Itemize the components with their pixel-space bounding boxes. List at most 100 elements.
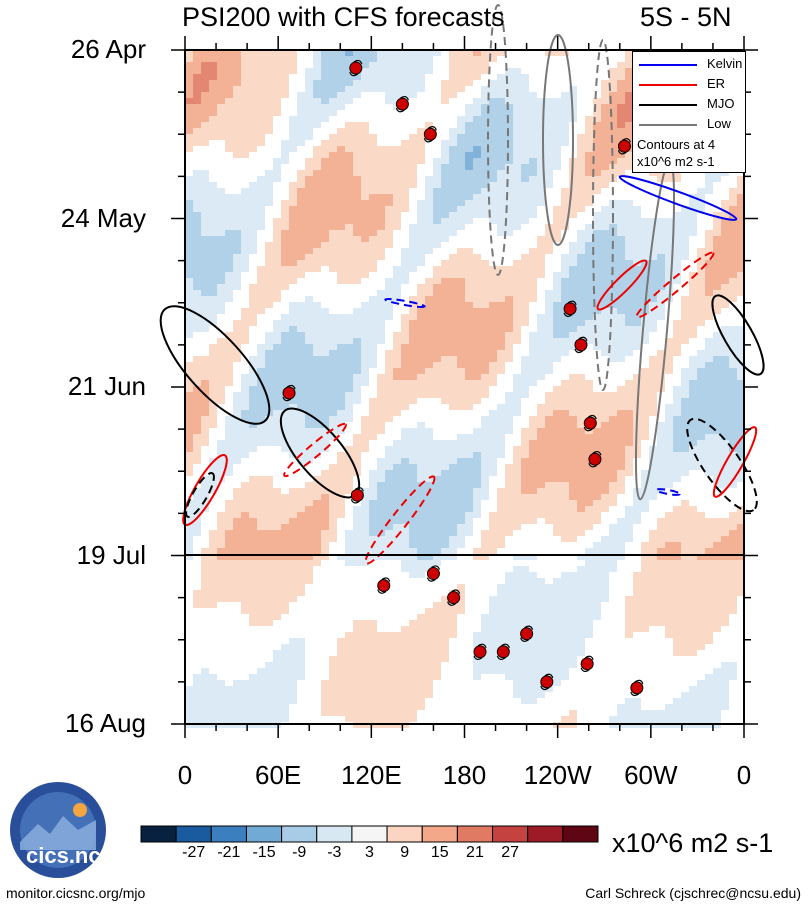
field-cell xyxy=(553,434,561,440)
field-cell xyxy=(449,50,457,56)
field-cell xyxy=(601,458,609,464)
field-cell xyxy=(561,200,569,206)
field-cell xyxy=(425,548,433,554)
field-cell xyxy=(593,314,601,320)
field-cell xyxy=(409,626,417,632)
field-cell xyxy=(297,344,305,350)
field-cell xyxy=(393,410,401,416)
field-cell xyxy=(721,356,729,362)
field-cell xyxy=(233,566,241,572)
field-cell xyxy=(353,440,361,446)
field-cell xyxy=(297,506,305,512)
field-cell xyxy=(249,392,257,398)
field-cell xyxy=(529,578,537,584)
field-cell xyxy=(313,530,321,536)
field-cell xyxy=(513,158,521,164)
field-cell xyxy=(729,566,737,572)
field-cell xyxy=(201,584,209,590)
field-cell xyxy=(281,86,289,92)
field-cell xyxy=(417,236,425,242)
field-cell xyxy=(537,164,545,170)
field-cell xyxy=(633,236,641,242)
field-cell xyxy=(713,608,721,614)
field-cell xyxy=(465,170,473,176)
field-cell xyxy=(425,284,433,290)
field-cell xyxy=(609,272,617,278)
field-cell xyxy=(721,554,729,560)
field-cell xyxy=(625,62,633,68)
field-cell xyxy=(257,62,265,68)
field-cell xyxy=(329,176,337,182)
field-cell xyxy=(473,272,481,278)
field-cell xyxy=(689,608,697,614)
field-cell xyxy=(201,278,209,284)
field-cell xyxy=(249,620,257,626)
field-cell xyxy=(305,344,313,350)
field-cell xyxy=(353,134,361,140)
field-cell xyxy=(713,560,721,566)
field-cell xyxy=(625,326,633,332)
field-cell xyxy=(441,620,449,626)
field-cell xyxy=(225,224,233,230)
field-cell xyxy=(401,68,409,74)
field-cell xyxy=(601,488,609,494)
field-cell xyxy=(641,548,649,554)
field-cell xyxy=(393,164,401,170)
field-cell xyxy=(281,56,289,62)
field-cell xyxy=(705,458,713,464)
field-cell xyxy=(305,434,313,440)
field-cell xyxy=(617,392,625,398)
field-cell xyxy=(561,140,569,146)
field-cell xyxy=(185,50,193,56)
field-cell xyxy=(433,206,441,212)
field-cell xyxy=(345,152,353,158)
field-cell xyxy=(657,236,665,242)
field-cell xyxy=(281,512,289,518)
field-cell xyxy=(593,146,601,152)
field-cell xyxy=(617,476,625,482)
field-cell xyxy=(369,86,377,92)
field-cell xyxy=(425,320,433,326)
field-cell xyxy=(441,362,449,368)
field-cell xyxy=(393,86,401,92)
field-cell xyxy=(625,392,633,398)
field-cell xyxy=(473,170,481,176)
field-cell xyxy=(609,548,617,554)
field-cell xyxy=(465,368,473,374)
field-cell xyxy=(537,170,545,176)
field-cell xyxy=(225,80,233,86)
field-cell xyxy=(737,530,745,536)
field-cell xyxy=(449,332,457,338)
field-cell xyxy=(737,272,745,278)
field-cell xyxy=(185,188,193,194)
field-cell xyxy=(249,314,257,320)
field-cell xyxy=(489,146,497,152)
field-cell xyxy=(305,332,313,338)
field-cell xyxy=(209,206,217,212)
field-cell xyxy=(625,104,633,110)
field-cell xyxy=(249,422,257,428)
field-cell xyxy=(273,170,281,176)
field-cell xyxy=(545,614,553,620)
field-cell xyxy=(409,560,417,566)
field-cell xyxy=(601,446,609,452)
field-cell xyxy=(673,236,681,242)
field-cell xyxy=(465,152,473,158)
field-cell xyxy=(321,332,329,338)
field-cell xyxy=(457,284,465,290)
field-cell xyxy=(289,332,297,338)
field-cell xyxy=(481,272,489,278)
field-cell xyxy=(665,368,673,374)
field-cell xyxy=(441,608,449,614)
field-cell xyxy=(457,536,465,542)
field-cell xyxy=(481,188,489,194)
field-cell xyxy=(249,218,257,224)
field-cell xyxy=(577,578,585,584)
field-cell xyxy=(345,272,353,278)
field-cell xyxy=(185,80,193,86)
field-cell xyxy=(585,338,593,344)
field-cell xyxy=(481,284,489,290)
field-cell xyxy=(297,356,305,362)
field-cell xyxy=(625,74,633,80)
field-cell xyxy=(273,422,281,428)
